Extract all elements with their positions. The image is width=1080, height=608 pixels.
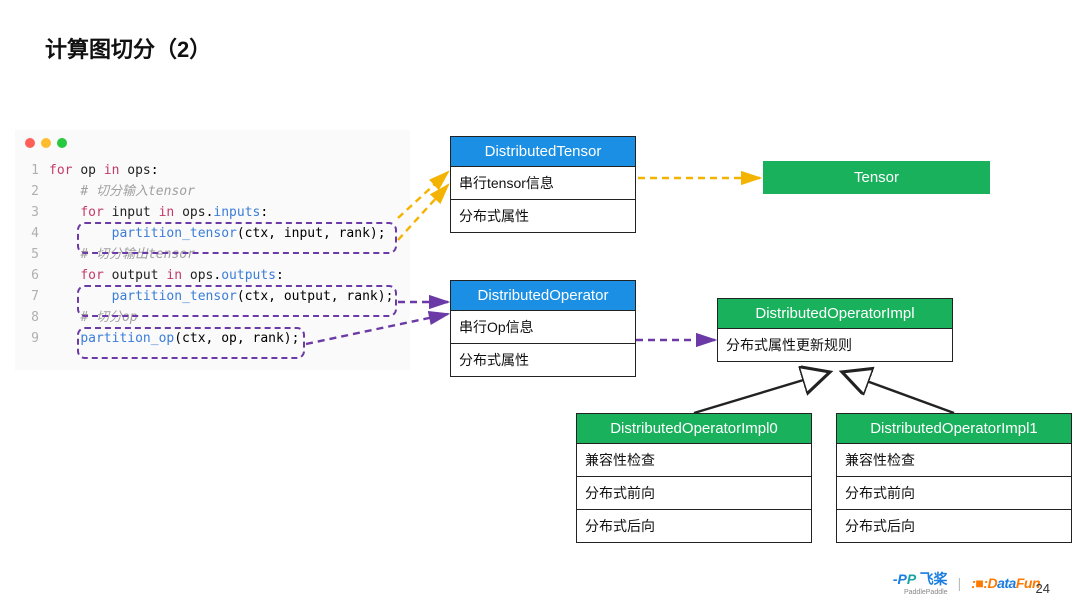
box-dist-op: DistributedOperator串行Op信息分布式属性 [450, 280, 636, 377]
logos: -PP 飞桨 PaddlePaddle | :■:DataFun [893, 569, 1040, 596]
box-header: DistributedOperator [451, 281, 635, 310]
box-header: DistributedTensor [451, 137, 635, 166]
code-highlight-box [77, 327, 305, 359]
box-row: 串行Op信息 [451, 310, 635, 343]
paddle-logo: -PP 飞桨 PaddlePaddle [893, 569, 948, 596]
code-line: 1for op in ops: [23, 160, 402, 181]
titlebar-dot-yellow [41, 138, 51, 148]
code-highlight-box [77, 285, 397, 317]
code-body: 1for op in ops:2 # 切分输入tensor3 for input… [15, 156, 410, 353]
box-impl1: DistributedOperatorImpl1兼容性检查分布式前向分布式后向 [836, 413, 1072, 543]
box-header: DistributedOperatorImpl [718, 299, 952, 328]
box-row: 分布式属性更新规则 [718, 328, 952, 361]
box-tensor: Tensor [763, 161, 990, 194]
arrow [842, 372, 954, 413]
datafun-logo: :■:DataFun [971, 575, 1040, 591]
code-titlebar [15, 130, 410, 156]
titlebar-dot-red [25, 138, 35, 148]
page-number: 24 [1036, 581, 1050, 596]
box-row: 分布式属性 [451, 343, 635, 376]
titlebar-dot-green [57, 138, 67, 148]
code-line: 2 # 切分输入tensor [23, 181, 402, 202]
code-highlight-box [77, 222, 397, 254]
box-row: 分布式后向 [837, 509, 1071, 542]
box-impl0: DistributedOperatorImpl0兼容性检查分布式前向分布式后向 [576, 413, 812, 543]
box-row: 兼容性检查 [577, 443, 811, 476]
box-row: 分布式属性 [451, 199, 635, 232]
box-row: 分布式后向 [577, 509, 811, 542]
box-dist-op-impl: DistributedOperatorImpl分布式属性更新规则 [717, 298, 953, 362]
code-line: 3 for input in ops.inputs: [23, 202, 402, 223]
box-dist-tensor: DistributedTensor串行tensor信息分布式属性 [450, 136, 636, 233]
box-header: DistributedOperatorImpl0 [577, 414, 811, 443]
code-line: 6 for output in ops.outputs: [23, 265, 402, 286]
slide-title: 计算图切分（2） [45, 32, 211, 64]
box-row: 分布式前向 [577, 476, 811, 509]
arrow [694, 372, 830, 413]
box-row: 兼容性检查 [837, 443, 1071, 476]
box-header: DistributedOperatorImpl1 [837, 414, 1071, 443]
box-row: 分布式前向 [837, 476, 1071, 509]
box-row: 串行tensor信息 [451, 166, 635, 199]
